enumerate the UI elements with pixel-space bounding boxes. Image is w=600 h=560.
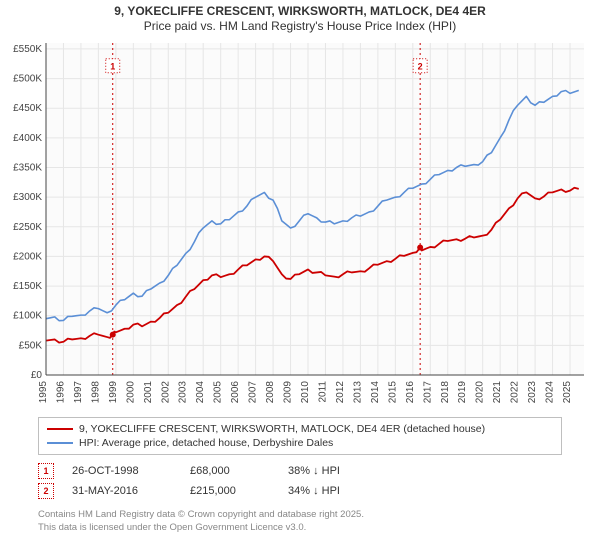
svg-text:2021: 2021 <box>492 381 503 404</box>
sale-row: 1 26-OCT-1998 £68,000 38% ↓ HPI <box>38 461 562 481</box>
svg-text:£500K: £500K <box>13 74 42 85</box>
sale-marker: 1 <box>38 463 54 479</box>
sale-date: 31-MAY-2016 <box>72 485 172 497</box>
svg-text:2023: 2023 <box>527 381 538 404</box>
line-chart: £0 £50K £100K £150K £200K £250K £300K £350K £400… <box>8 37 592 411</box>
svg-text:1996: 1996 <box>55 381 66 404</box>
svg-text:£250K: £250K <box>13 222 42 233</box>
legend-label: 9, YOKECLIFFE CRESCENT, WIRKSWORTH, MATL… <box>79 423 485 435</box>
svg-text:2000: 2000 <box>125 381 136 404</box>
sale-delta: 38% ↓ HPI <box>288 465 340 477</box>
svg-text:2008: 2008 <box>265 381 276 404</box>
svg-text:2: 2 <box>418 62 423 72</box>
sale-price: £68,000 <box>190 465 270 477</box>
svg-text:2012: 2012 <box>335 381 346 404</box>
svg-text:2005: 2005 <box>213 381 224 404</box>
svg-text:2019: 2019 <box>457 381 468 404</box>
svg-text:£150K: £150K <box>13 281 42 292</box>
svg-text:1995: 1995 <box>38 381 49 404</box>
svg-text:£300K: £300K <box>13 192 42 203</box>
svg-text:2013: 2013 <box>352 381 363 404</box>
sale-marker: 2 <box>38 483 54 499</box>
svg-text:2017: 2017 <box>422 381 433 404</box>
footer-line: Contains HM Land Registry data © Crown c… <box>38 509 562 522</box>
title-subtitle: Price paid vs. HM Land Registry's House … <box>0 19 600 33</box>
svg-text:2001: 2001 <box>143 381 154 404</box>
svg-text:£100K: £100K <box>13 311 42 322</box>
title-address: 9, YOKECLIFFE CRESCENT, WIRKSWORTH, MATL… <box>0 4 600 18</box>
svg-text:£0: £0 <box>31 370 43 381</box>
sale-price: £215,000 <box>190 485 270 497</box>
svg-text:2016: 2016 <box>405 381 416 404</box>
svg-text:2018: 2018 <box>440 381 451 404</box>
footer-line: This data is licensed under the Open Gov… <box>38 522 562 535</box>
svg-text:1997: 1997 <box>73 381 84 404</box>
title-block: 9, YOKECLIFFE CRESCENT, WIRKSWORTH, MATL… <box>0 0 600 35</box>
svg-text:£200K: £200K <box>13 251 42 262</box>
svg-text:2015: 2015 <box>387 381 398 404</box>
svg-text:2014: 2014 <box>370 381 381 404</box>
svg-text:£50K: £50K <box>19 340 43 351</box>
svg-text:£400K: £400K <box>13 133 42 144</box>
sales-list: 1 26-OCT-1998 £68,000 38% ↓ HPI 2 31-MAY… <box>38 461 562 501</box>
footer: Contains HM Land Registry data © Crown c… <box>38 509 562 535</box>
svg-text:2006: 2006 <box>230 381 241 404</box>
chart-container: 9, YOKECLIFFE CRESCENT, WIRKSWORTH, MATL… <box>0 0 600 535</box>
svg-text:2024: 2024 <box>545 381 556 404</box>
sale-row: 2 31-MAY-2016 £215,000 34% ↓ HPI <box>38 481 562 501</box>
svg-text:2003: 2003 <box>178 381 189 404</box>
svg-text:2007: 2007 <box>248 381 259 404</box>
svg-text:2002: 2002 <box>160 381 171 404</box>
legend-label: HPI: Average price, detached house, Derb… <box>79 437 333 449</box>
sale-delta: 34% ↓ HPI <box>288 485 340 497</box>
legend-swatch <box>47 442 73 444</box>
svg-text:1998: 1998 <box>90 381 101 404</box>
legend-item: 9, YOKECLIFFE CRESCENT, WIRKSWORTH, MATL… <box>47 422 553 436</box>
chart-area: £0 £50K £100K £150K £200K £250K £300K £350K £400… <box>8 37 592 411</box>
sale-date: 26-OCT-1998 <box>72 465 172 477</box>
svg-text:£450K: £450K <box>13 103 42 114</box>
svg-text:2011: 2011 <box>317 381 328 403</box>
legend: 9, YOKECLIFFE CRESCENT, WIRKSWORTH, MATL… <box>38 417 562 455</box>
svg-text:2009: 2009 <box>283 381 294 404</box>
svg-text:£550K: £550K <box>13 44 42 55</box>
svg-text:1: 1 <box>110 62 115 72</box>
svg-text:2022: 2022 <box>510 381 521 404</box>
svg-text:2004: 2004 <box>195 381 206 404</box>
svg-text:2020: 2020 <box>475 381 486 404</box>
legend-item: HPI: Average price, detached house, Derb… <box>47 436 553 450</box>
legend-swatch <box>47 428 73 430</box>
svg-text:1999: 1999 <box>108 381 119 404</box>
svg-text:£350K: £350K <box>13 163 42 174</box>
svg-text:2025: 2025 <box>562 381 573 404</box>
svg-text:2010: 2010 <box>300 381 311 404</box>
